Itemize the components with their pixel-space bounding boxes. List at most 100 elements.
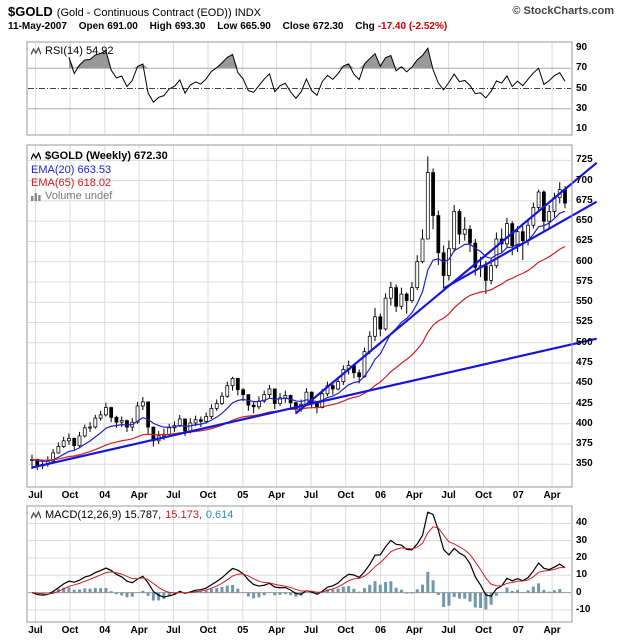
candle-body <box>225 385 230 397</box>
macd-histogram-bar <box>510 590 514 593</box>
macd-histogram-bar <box>468 592 472 602</box>
macd-histogram-bar <box>88 588 92 593</box>
candle-body <box>167 427 172 435</box>
quote-low: Low 665.90 <box>217 21 271 32</box>
macd-histogram-bar <box>494 592 498 596</box>
candle-body <box>272 388 277 404</box>
ema20-legend: EMA(20) 663.53 <box>31 164 111 176</box>
macd-histogram-bar <box>452 592 456 597</box>
macd-line <box>31 511 566 598</box>
macd-histogram-bar <box>341 586 345 593</box>
macd-histogram-bar <box>362 588 366 593</box>
macd-histogram-bar <box>220 587 224 593</box>
candle-body <box>404 293 409 301</box>
macd-histogram-bar <box>262 592 266 596</box>
macd-signal-line <box>31 526 566 595</box>
macd-histogram-bar <box>331 589 335 593</box>
volume-label: Volume undef <box>45 190 113 202</box>
macd-histogram-bar <box>384 581 388 593</box>
candle-body <box>367 335 372 353</box>
candle-body <box>104 407 108 416</box>
macd-histogram-bar <box>558 589 562 593</box>
candle-body <box>204 416 209 422</box>
macd-histogram-bar <box>99 588 103 593</box>
candle-body <box>494 238 499 267</box>
macd-histogram-bar <box>378 584 382 593</box>
macd-histogram-bar <box>246 592 250 597</box>
macd-histogram-bar <box>410 592 414 594</box>
candle-body <box>457 211 462 235</box>
candle-body <box>125 420 129 428</box>
candle-body <box>67 437 71 442</box>
macd-histogram-bar <box>151 592 155 601</box>
macd-histogram-bar <box>326 589 330 593</box>
candle-body <box>209 408 214 417</box>
ema65-label: EMA(65) 618.02 <box>31 177 112 189</box>
macd-histogram-bar <box>209 589 213 593</box>
candle-body <box>378 316 383 330</box>
macd-histogram-bar <box>231 585 235 593</box>
macd-histogram-bar <box>505 587 509 593</box>
macd-histogram-bar <box>489 592 493 605</box>
macd-histogram-bar <box>77 589 81 593</box>
ema-overlay-line <box>31 210 566 462</box>
macd-histogram-bar <box>130 592 134 597</box>
candle-body <box>383 297 388 330</box>
candle-body <box>468 228 472 244</box>
macd-histogram-bar <box>463 592 467 599</box>
macd-value-histogram: 0.614 <box>205 509 234 521</box>
candle-body <box>251 404 256 408</box>
candle-body <box>114 416 119 423</box>
candle-body <box>77 435 82 447</box>
macd-histogram-bar <box>167 592 171 597</box>
candle-body <box>61 440 66 447</box>
candle-body <box>330 385 335 390</box>
candle-body <box>394 287 399 307</box>
ema20-label: EMA(20) 663.53 <box>31 164 112 176</box>
candle-body <box>214 403 219 409</box>
macd-histogram-bar <box>310 592 314 594</box>
candle-body <box>373 316 377 337</box>
macd-histogram-bar <box>114 592 118 595</box>
macd-histogram-bar <box>157 592 161 601</box>
macd-histogram-bar <box>162 592 166 599</box>
macd-histogram-bar <box>41 592 45 594</box>
candle-body <box>235 378 240 391</box>
price-panel-border <box>26 144 573 488</box>
candle-body <box>283 395 288 399</box>
macd-histogram-bar <box>62 587 66 593</box>
candle-body <box>56 446 61 454</box>
candle-body <box>462 228 467 235</box>
macd-histogram-bar <box>394 587 398 593</box>
macd-legend: MACD(12,26,9) 15.787, 15.173, 0.614 <box>31 509 233 521</box>
macd-histogram-bar <box>399 589 403 593</box>
macd-histogram-bar <box>315 592 319 595</box>
candle-body <box>188 422 193 432</box>
macd-histogram-bar <box>215 588 219 593</box>
macd-histogram-bar <box>552 590 556 593</box>
candle-body <box>489 265 493 281</box>
price-legend: $GOLD (Weekly) 672.30 <box>31 150 168 162</box>
macd-histogram-bar <box>436 592 440 595</box>
macd-histogram-bar <box>72 589 76 593</box>
quote-close: Close 672.30 <box>282 21 344 32</box>
candle-body <box>336 381 340 390</box>
symbol-description: (Gold - Continuous Contract (EOD)) INDX <box>56 7 261 19</box>
candle-body <box>399 293 404 307</box>
macd-histogram-bar <box>347 586 351 593</box>
price-panel-background <box>27 145 572 487</box>
candle-body <box>520 231 525 242</box>
macd-value-signal: 15.173, <box>165 509 202 521</box>
header-line-1: $GOLD (Gold - Continuous Contract (EOD)) … <box>8 3 614 19</box>
candle-body <box>473 242 478 268</box>
macd-histogram-bar <box>267 592 271 594</box>
macd-histogram-bar <box>252 592 256 599</box>
macd-histogram-bar <box>431 580 435 593</box>
candle-body <box>109 407 114 418</box>
candle-body <box>98 414 103 419</box>
candle-body <box>93 417 98 428</box>
candle-body <box>410 287 414 301</box>
candle-body <box>220 395 224 404</box>
macd-histogram-bar <box>531 586 535 593</box>
macd-histogram-bar <box>373 581 377 593</box>
